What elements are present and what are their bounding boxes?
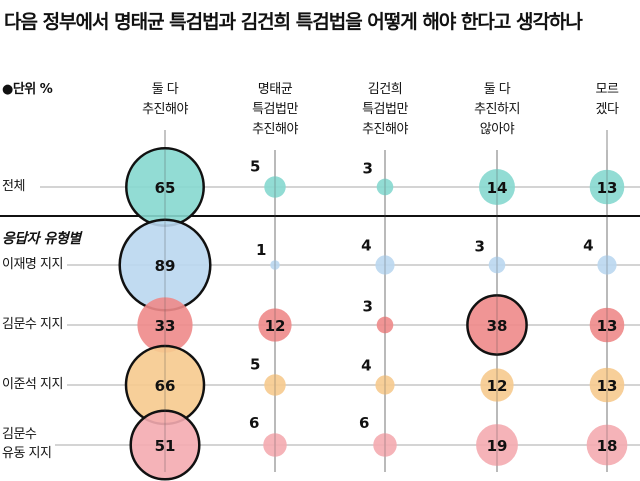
data-label: 13 <box>597 377 618 395</box>
data-label: 5 <box>250 355 260 373</box>
bubble <box>137 297 193 353</box>
data-label: 12 <box>265 317 286 335</box>
row-label: 전체 <box>2 176 29 196</box>
row-label-line: 유동 지지 <box>2 446 52 461</box>
bubble <box>258 308 292 342</box>
data-label: 3 <box>474 238 484 256</box>
data-label: 3 <box>362 160 372 178</box>
column-header-line: 특검법만 <box>252 102 298 117</box>
data-label: 6 <box>359 414 369 432</box>
bubble <box>264 374 286 396</box>
column-header-line: 추진해야 <box>362 122 408 137</box>
bubble <box>589 169 625 205</box>
data-label: 12 <box>487 377 508 395</box>
bubble <box>375 375 395 395</box>
bubble <box>476 424 518 466</box>
data-label: 4 <box>361 236 371 254</box>
column-header-line: 특검법만 <box>362 102 408 117</box>
column-header-line: 둘 다 <box>151 82 179 97</box>
row-label: 김문수 지지 <box>2 314 67 334</box>
data-label: 4 <box>583 236 593 254</box>
data-label: 65 <box>155 179 176 197</box>
row-label-line: 김문수 지지 <box>2 316 63 332</box>
bubble <box>597 255 617 275</box>
column-header-line: 둘 다 <box>483 82 511 97</box>
data-label: 13 <box>597 179 618 197</box>
unit-label: ●단위 % <box>2 82 53 97</box>
group-label: 응답자 유형별 <box>2 231 81 247</box>
data-label: 18 <box>597 437 618 455</box>
bubble <box>376 178 394 196</box>
data-label: 89 <box>155 257 176 275</box>
data-label: 3 <box>362 298 372 316</box>
data-label: 19 <box>487 437 508 455</box>
data-label: 4 <box>361 356 371 374</box>
data-label: 6 <box>249 414 259 432</box>
bubble <box>376 316 394 334</box>
row-label: 이재명 지지 <box>2 254 67 274</box>
bubble <box>270 260 280 270</box>
chart-title: 다음 정부에서 명태균 특검법과 김건희 특검법을 어떻게 해야 한다고 생각하… <box>4 11 583 33</box>
bubble <box>586 424 628 466</box>
column-header-line: 김건희 <box>367 82 403 97</box>
bubble <box>373 433 397 457</box>
column-header-line: 않아야 <box>479 122 515 137</box>
column-header-line: 명태균 <box>257 82 293 97</box>
row-label-line: 김문수 <box>2 427 37 442</box>
data-label: 1 <box>256 241 266 259</box>
bubble <box>479 169 515 205</box>
row-label-line: 전체 <box>2 178 25 194</box>
column-header-line: 추진하지 <box>474 102 520 117</box>
bubble <box>375 255 395 275</box>
bubble <box>488 256 506 274</box>
row-label: 이준석 지지 <box>2 374 67 394</box>
data-label: 66 <box>155 377 176 395</box>
bubble <box>129 409 201 481</box>
bubble <box>263 433 287 457</box>
bubble <box>589 307 625 343</box>
data-label: 51 <box>155 437 176 455</box>
row-label-line: 이준석 지지 <box>2 376 63 392</box>
data-label: 38 <box>487 317 508 335</box>
bubble <box>480 368 514 402</box>
data-label: 5 <box>250 157 260 175</box>
data-label: 13 <box>597 317 618 335</box>
column-header-line: 모르 <box>595 82 619 97</box>
column-header-line: 추진해야 <box>142 102 188 117</box>
data-label: 33 <box>155 317 176 335</box>
data-label: 14 <box>487 179 508 197</box>
row-label-line: 이재명 지지 <box>2 256 63 272</box>
bubble <box>466 294 528 356</box>
column-header-line: 겠다 <box>595 102 619 117</box>
bubble <box>589 367 625 403</box>
bubble <box>264 176 286 198</box>
column-header-line: 추진해야 <box>252 122 298 137</box>
